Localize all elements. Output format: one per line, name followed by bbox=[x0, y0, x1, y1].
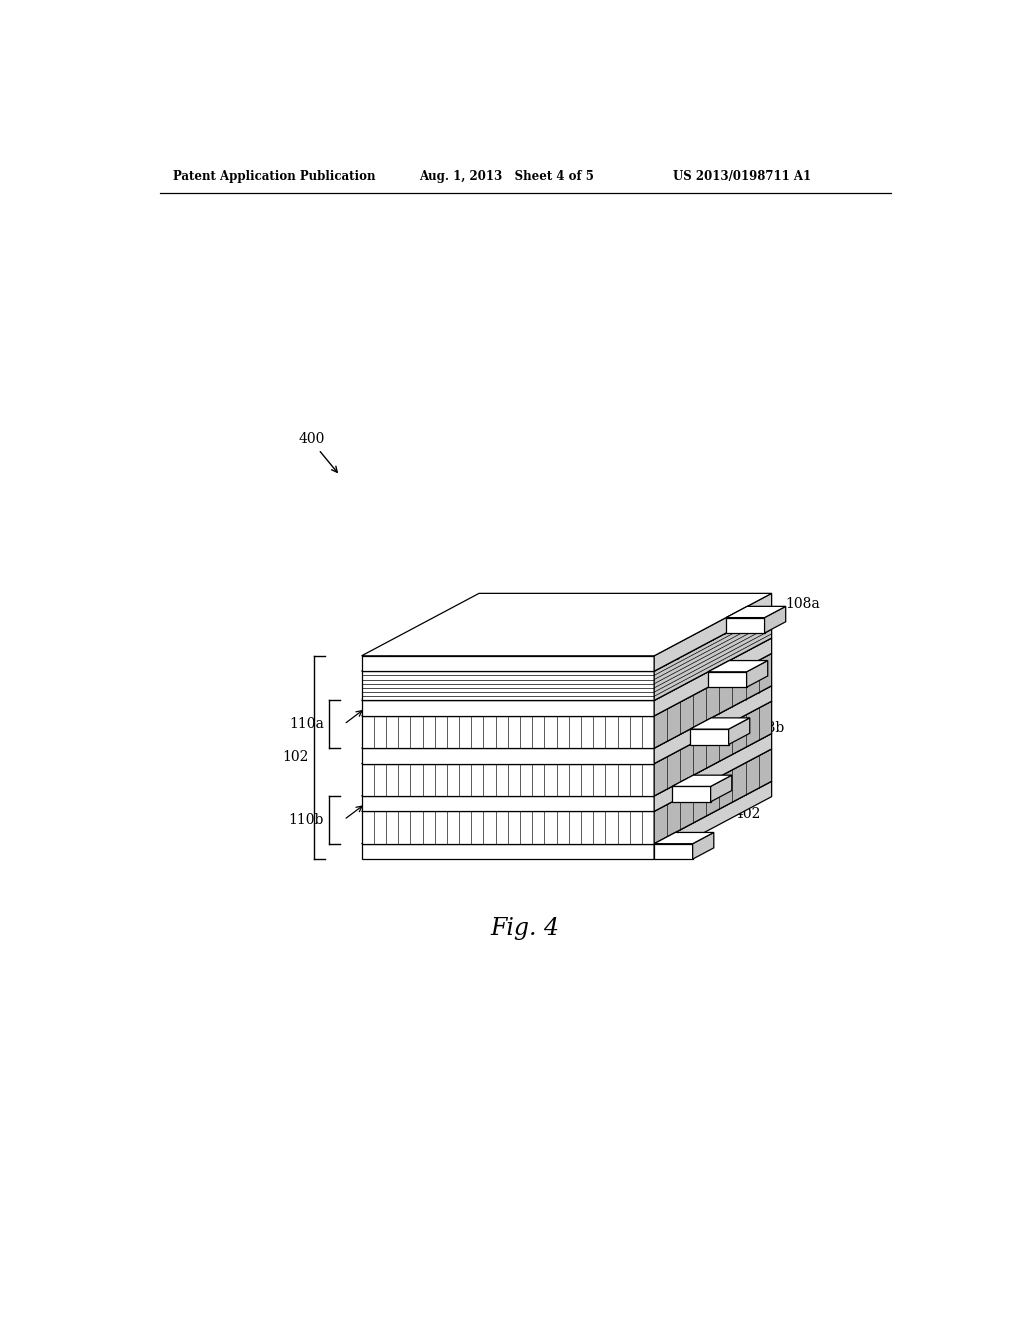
Polygon shape bbox=[654, 734, 772, 812]
Polygon shape bbox=[361, 748, 654, 763]
Polygon shape bbox=[726, 606, 785, 618]
Polygon shape bbox=[361, 715, 654, 748]
Polygon shape bbox=[765, 606, 785, 634]
Polygon shape bbox=[654, 748, 772, 843]
Polygon shape bbox=[654, 653, 772, 748]
Text: US 2013/0198711 A1: US 2013/0198711 A1 bbox=[674, 170, 812, 183]
Text: Patent Application Publication: Patent Application Publication bbox=[173, 170, 376, 183]
Polygon shape bbox=[361, 734, 772, 796]
Polygon shape bbox=[654, 833, 714, 843]
Polygon shape bbox=[654, 686, 772, 763]
Polygon shape bbox=[708, 672, 746, 688]
Polygon shape bbox=[361, 763, 654, 796]
Polygon shape bbox=[361, 796, 654, 812]
Polygon shape bbox=[746, 660, 768, 688]
Text: 400: 400 bbox=[298, 433, 325, 446]
Polygon shape bbox=[654, 843, 692, 859]
Polygon shape bbox=[361, 781, 772, 843]
Text: 108a: 108a bbox=[785, 597, 819, 611]
Polygon shape bbox=[361, 748, 772, 812]
Polygon shape bbox=[729, 718, 750, 744]
Text: Aug. 1, 2013   Sheet 4 of 5: Aug. 1, 2013 Sheet 4 of 5 bbox=[419, 170, 594, 183]
Polygon shape bbox=[690, 718, 750, 729]
Polygon shape bbox=[361, 656, 654, 672]
Polygon shape bbox=[361, 843, 654, 859]
Polygon shape bbox=[361, 609, 772, 672]
Polygon shape bbox=[672, 787, 711, 801]
Polygon shape bbox=[361, 594, 772, 656]
Polygon shape bbox=[654, 701, 772, 796]
Polygon shape bbox=[708, 660, 768, 672]
Polygon shape bbox=[672, 775, 732, 787]
Polygon shape bbox=[690, 729, 729, 744]
Polygon shape bbox=[361, 672, 654, 701]
Polygon shape bbox=[361, 701, 654, 715]
Polygon shape bbox=[654, 609, 772, 701]
Polygon shape bbox=[361, 812, 654, 843]
Polygon shape bbox=[361, 653, 772, 715]
Polygon shape bbox=[654, 781, 772, 859]
Polygon shape bbox=[711, 775, 732, 801]
Text: Fig. 4: Fig. 4 bbox=[490, 917, 559, 940]
Polygon shape bbox=[654, 594, 772, 672]
Polygon shape bbox=[654, 638, 772, 715]
Text: 102: 102 bbox=[282, 751, 308, 764]
Text: 402: 402 bbox=[735, 808, 761, 821]
Text: 108b: 108b bbox=[749, 722, 784, 735]
Polygon shape bbox=[361, 701, 772, 763]
Polygon shape bbox=[361, 686, 772, 748]
Text: 110b: 110b bbox=[289, 813, 324, 826]
Polygon shape bbox=[692, 833, 714, 859]
Polygon shape bbox=[726, 618, 765, 634]
Polygon shape bbox=[361, 638, 772, 701]
Text: 110a: 110a bbox=[289, 717, 324, 731]
